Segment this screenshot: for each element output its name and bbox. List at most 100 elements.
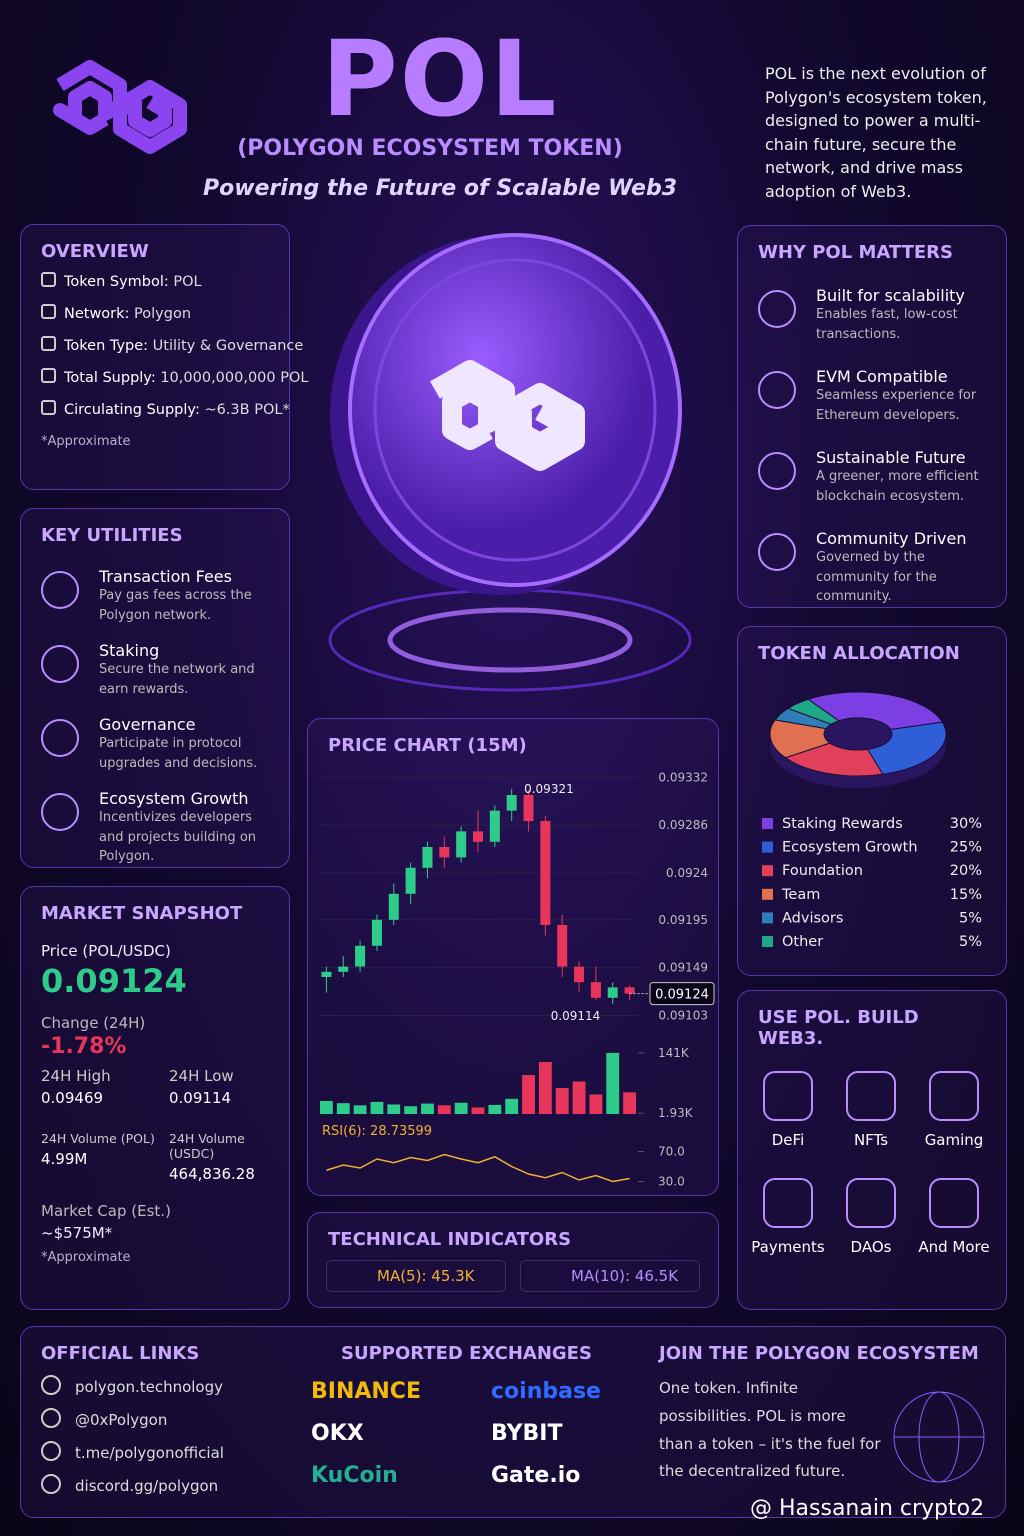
legend-swatch: [762, 818, 773, 829]
label: Total Supply:: [64, 370, 156, 386]
icon: [41, 793, 79, 831]
legend-label: Ecosystem Growth: [782, 840, 918, 856]
stat: 24H High 0.09469: [41, 1067, 111, 1107]
volume-bar: [437, 1105, 451, 1114]
candle-body: [557, 925, 568, 967]
subtitle: (POLYGON ECOSYSTEM TOKEN): [237, 136, 623, 161]
item: Staking Secure the network and earn rewar…: [41, 641, 279, 715]
icon: [41, 304, 56, 319]
indicator: MA(10): 46.5K: [520, 1260, 700, 1292]
item-text: A greener, more efficient blockchain eco…: [816, 469, 979, 504]
donut-slice: [784, 742, 884, 777]
donut-slice: [787, 698, 840, 725]
candle-body: [607, 987, 618, 998]
volume-tick-label: 1.93K: [658, 1106, 694, 1120]
icon: [929, 1178, 979, 1228]
icon: [41, 1408, 61, 1428]
cap: ~$575M*: [41, 1224, 113, 1242]
legend-swatch: [762, 865, 773, 877]
y-tick-label: 0.09286: [658, 818, 708, 832]
stat-label: 24H Volume (POL): [41, 1131, 155, 1146]
item-title: Governance: [99, 715, 196, 734]
footer-panel: OFFICIAL LINKS polygon.technology @0xPoly…: [20, 1326, 1006, 1518]
volume-bar: [488, 1104, 502, 1114]
note: *Approximate: [41, 1250, 131, 1265]
stat-value: 464,836.28: [169, 1165, 255, 1183]
exchange: coinbase: [491, 1379, 601, 1404]
panel-title: MARKET SNAPSHOT: [41, 903, 243, 924]
item-text: Enables fast, low-cost transactions.: [816, 307, 958, 342]
volume-bar: [505, 1098, 519, 1114]
utilities-panel: KEY UTILITIES Transaction Fees Pay gas fe…: [20, 508, 290, 868]
value-label: 30%: [950, 816, 982, 832]
value-label: 5%: [959, 910, 982, 926]
icon: [41, 1441, 61, 1461]
volume-bar: [387, 1104, 401, 1114]
volume-bar: [522, 1075, 535, 1114]
panel-title: TOKEN ALLOCATION: [758, 643, 960, 664]
icon: [758, 533, 796, 571]
candle-body: [439, 847, 450, 858]
icon: [763, 1071, 813, 1121]
y-tick-label: 0.09149: [658, 961, 708, 975]
item-text: Secure the network and earn rewards.: [99, 662, 255, 697]
panel-title: USE POL. BUILD WEB3.: [758, 1007, 919, 1049]
volume-bar: [320, 1101, 333, 1114]
candle-body: [506, 795, 517, 811]
candle-body: [422, 847, 433, 868]
panel-title: OVERVIEW: [41, 241, 149, 262]
icon: [41, 1375, 61, 1395]
icon: [41, 1474, 61, 1494]
item: Community Driven Governed by the communit…: [758, 529, 996, 610]
stat: 24H Volume (POL) 4.99M: [41, 1131, 155, 1168]
indicator-label: MA(5): 45.3K: [377, 1267, 475, 1285]
panel-title: JOIN THE POLYGON ECOSYSTEM: [659, 1343, 979, 1364]
icon: [758, 371, 796, 409]
panel-title: SUPPORTED EXCHANGES: [341, 1343, 592, 1364]
price-panel: PRICE CHART (15M) 0.09103 0.09149 0.09195 0…: [307, 718, 719, 1196]
use-item: Payments: [746, 1178, 830, 1256]
volume-bar: [538, 1062, 552, 1114]
link: @0xPolygon: [41, 1408, 224, 1429]
candle-body: [540, 821, 551, 925]
item: Governance Participate in protocol upgrad…: [41, 715, 279, 789]
icon: [929, 1071, 979, 1121]
icon: [763, 1178, 813, 1228]
volume-bar: [606, 1052, 620, 1114]
legend-swatch: [762, 912, 773, 924]
label: Circulating Supply:: [64, 402, 200, 418]
stat-label: 24H Volume (USDC): [169, 1131, 245, 1161]
item: EVM Compatible Seamless experience for Et…: [758, 367, 996, 448]
overview-panel: OVERVIEW Token Symbol: POL Network: Polyg…: [20, 224, 308, 490]
stat: 24H Volume (USDC) 464,836.28: [169, 1131, 289, 1183]
legend-swatch: [762, 936, 773, 947]
stat-value: 0.09114: [169, 1089, 232, 1107]
y-tick-label: 0.09195: [658, 913, 708, 927]
item-text: Participate in protocol upgrades and dec…: [99, 736, 258, 771]
candle-body: [489, 810, 500, 842]
use-item: DAOs: [829, 1178, 913, 1256]
candle-body: [355, 945, 366, 967]
coin: [328, 233, 692, 692]
label: Token Symbol:: [64, 274, 169, 290]
item-title: Transaction Fees: [99, 567, 232, 586]
rsi-label: RSI(6): 28.73599: [322, 1124, 432, 1139]
panel-title: KEY UTILITIES: [41, 525, 183, 546]
stat-value: 0.09469: [41, 1089, 104, 1107]
indicator-label: MA(10): 46.5K: [571, 1267, 679, 1285]
icon: [41, 336, 56, 351]
volume-bar: [353, 1105, 367, 1114]
change: -1.78%: [41, 1034, 127, 1059]
icon: [41, 645, 79, 683]
legend-label: Other: [782, 934, 823, 950]
candle-body: [473, 831, 483, 842]
link: discord.gg/polygon: [41, 1474, 224, 1495]
value: 10,000,000,000 POL: [160, 370, 309, 386]
item-title: Ecosystem Growth: [99, 789, 249, 808]
item-text: Governed by the community for the commun…: [816, 550, 937, 604]
item-title: Staking: [99, 641, 160, 660]
volume-bar: [471, 1107, 485, 1114]
link-text: @0xPolygon: [75, 1411, 168, 1429]
candle-body: [321, 971, 332, 977]
